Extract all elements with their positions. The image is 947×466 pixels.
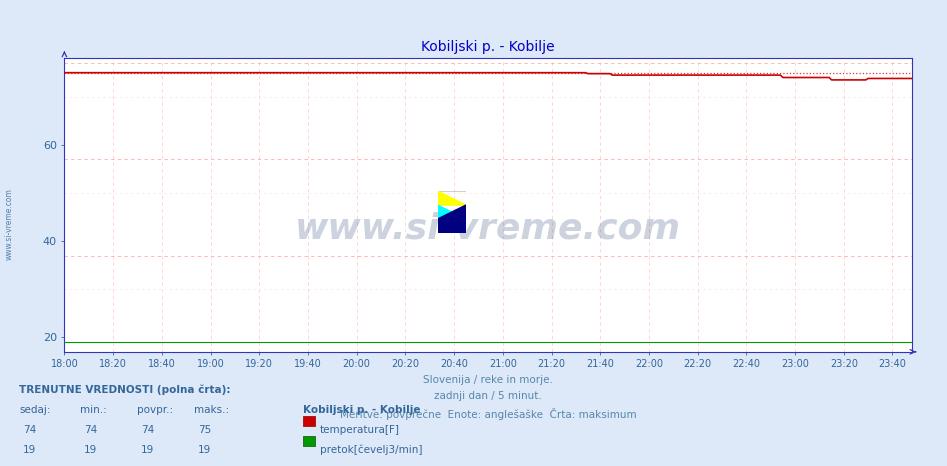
Text: www.si-vreme.com: www.si-vreme.com [5,188,14,260]
Polygon shape [438,191,466,205]
Text: 19: 19 [198,445,211,454]
Text: www.si-vreme.com: www.si-vreme.com [295,212,681,246]
Text: 19: 19 [141,445,154,454]
Text: 19: 19 [23,445,36,454]
Text: 75: 75 [198,425,211,435]
Text: pretok[čevelj3/min]: pretok[čevelj3/min] [320,445,422,455]
Text: min.:: min.: [80,405,107,415]
Text: Kobiljski p. - Kobilje: Kobiljski p. - Kobilje [303,405,420,415]
Text: povpr.:: povpr.: [137,405,173,415]
Polygon shape [438,205,466,219]
X-axis label: Slovenija / reke in morje.
zadnji dan / 5 minut.
Meritve: povprečne  Enote: angl: Slovenija / reke in morje. zadnji dan / … [340,375,636,419]
Text: maks.:: maks.: [194,405,229,415]
Text: 19: 19 [84,445,98,454]
Title: Kobiljski p. - Kobilje: Kobiljski p. - Kobilje [421,40,555,55]
Text: TRENUTNE VREDNOSTI (polna črta):: TRENUTNE VREDNOSTI (polna črta): [19,384,230,395]
Text: temperatura[F]: temperatura[F] [320,425,400,435]
Text: sedaj:: sedaj: [19,405,50,415]
Text: 74: 74 [84,425,98,435]
Polygon shape [438,205,466,233]
Text: 74: 74 [141,425,154,435]
Text: 74: 74 [23,425,36,435]
